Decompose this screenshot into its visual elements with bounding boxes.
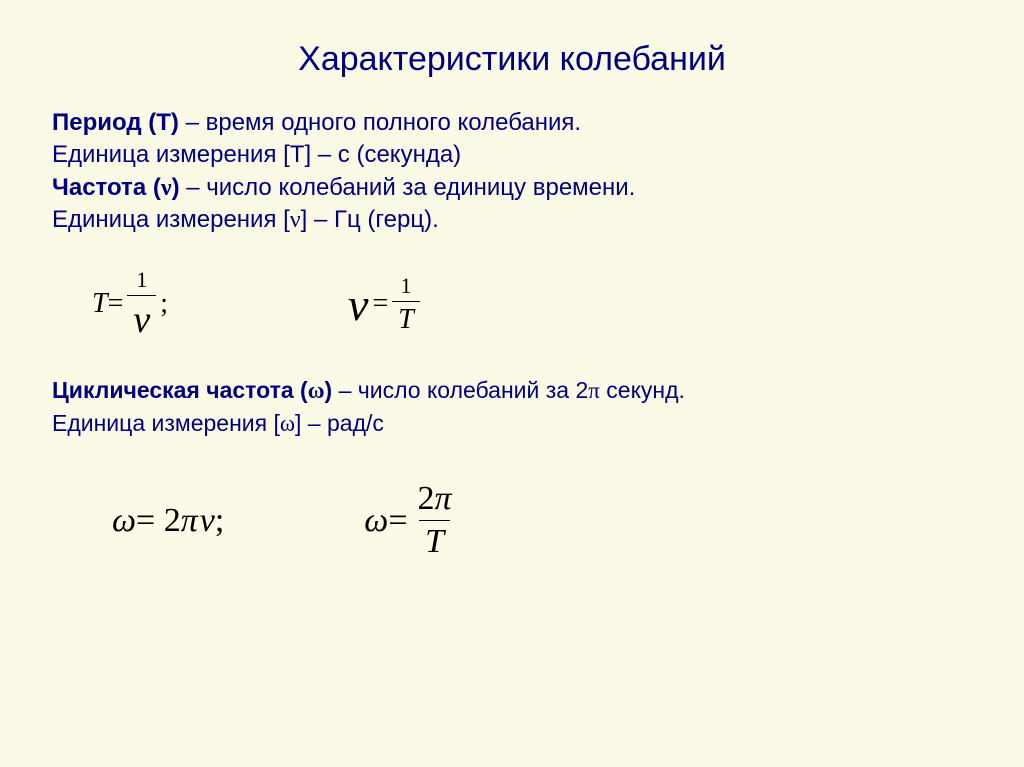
formula-omega-t: ω = 2π T [364, 480, 461, 561]
formula-frequency-frac: 1 T [392, 273, 420, 336]
frequency-unit-line: Единица измерения [ν] – Гц (герц). [52, 204, 972, 236]
formula-omega-nu-tail: ; [215, 502, 224, 540]
pi-symbol: π [588, 378, 600, 403]
cyclic-unit-post: ] – рад/с [295, 410, 384, 436]
formula-frequency-den: T [392, 301, 420, 336]
slide-title: Характеристики колебаний [0, 0, 1024, 107]
formula-period-num: 1 [130, 267, 153, 295]
formula-row-2: ω = 2πν; ω = 2π T [52, 480, 972, 561]
frequency-line: Частота (ν) – число колебаний за единицу… [52, 172, 972, 204]
nu-symbol: ν [161, 175, 172, 201]
formula-omega-nu-lhs: ω [112, 502, 136, 540]
formula-omega-nu-eq: = 2 [136, 502, 181, 540]
omega-symbol: ω [308, 378, 325, 403]
cyclic-unit-pre: Единица измерения [ [52, 410, 280, 436]
formula-period-tail: ; [160, 288, 168, 320]
frequency-term-post: ) [172, 174, 180, 201]
frequency-unit-pre: Единица измерения [ [52, 206, 290, 233]
formula-omega-t-lhs: ω [364, 502, 388, 540]
formula-omega-t-den: T [419, 520, 450, 561]
formula-frequency-lhs: ν [348, 278, 368, 331]
period-line: Период (T) – время одного полного колеба… [52, 107, 972, 139]
frequency-term: Частота (ν) [52, 174, 180, 201]
formula-omega-t-num-pi: π [435, 480, 452, 517]
formula-omega-nu-pi: π [181, 502, 198, 540]
formula-period-frac: 1 ν [127, 267, 156, 342]
frequency-term-pre: Частота ( [52, 174, 161, 201]
cyclic-def-pre: – число колебаний за 2 [332, 377, 588, 403]
formula-period-eq: = [108, 288, 124, 320]
formula-omega-nu: ω = 2πν; [112, 502, 224, 540]
nu-symbol-unit: ν [290, 207, 301, 233]
formula-frequency: ν = 1 T [348, 273, 424, 336]
formula-row-1: T = 1 ν ; ν = 1 T [52, 267, 972, 342]
formula-period-lhs: T [92, 288, 108, 320]
formula-omega-t-num-two: 2 [418, 480, 435, 517]
period-unit-line: Единица измерения [T] – с (секунда) [52, 139, 972, 171]
formula-frequency-num: 1 [395, 273, 418, 301]
frequency-unit-post: ] – Гц (герц). [301, 206, 439, 233]
formula-omega-t-num: 2π [412, 480, 458, 520]
cyclic-term-pre: Циклическая частота ( [52, 377, 308, 403]
period-definition: – время одного полного колебания. [179, 109, 581, 136]
frequency-definition: – число колебаний за единицу времени. [180, 174, 636, 201]
slide-content: Период (T) – время одного полного колеба… [0, 107, 1024, 561]
formula-omega-t-eq: = [388, 502, 407, 540]
cyclic-unit-line: Единица измерения [ω] – рад/с [52, 407, 972, 440]
cyclic-term: Циклическая частота (ω) [52, 377, 332, 403]
formula-period-den: ν [127, 295, 156, 342]
cyclic-line: Циклическая частота (ω) – число колебани… [52, 374, 972, 407]
formula-omega-nu-nu: ν [200, 502, 215, 540]
formula-period: T = 1 ν ; [92, 267, 168, 342]
cyclic-def-post: секунд. [600, 377, 685, 403]
formula-omega-t-frac: 2π T [412, 480, 458, 561]
period-term: Период (T) [52, 109, 179, 136]
omega-symbol-unit: ω [280, 411, 295, 436]
formula-frequency-eq: = [372, 288, 388, 320]
cyclic-block: Циклическая частота (ω) – число колебани… [52, 374, 972, 441]
